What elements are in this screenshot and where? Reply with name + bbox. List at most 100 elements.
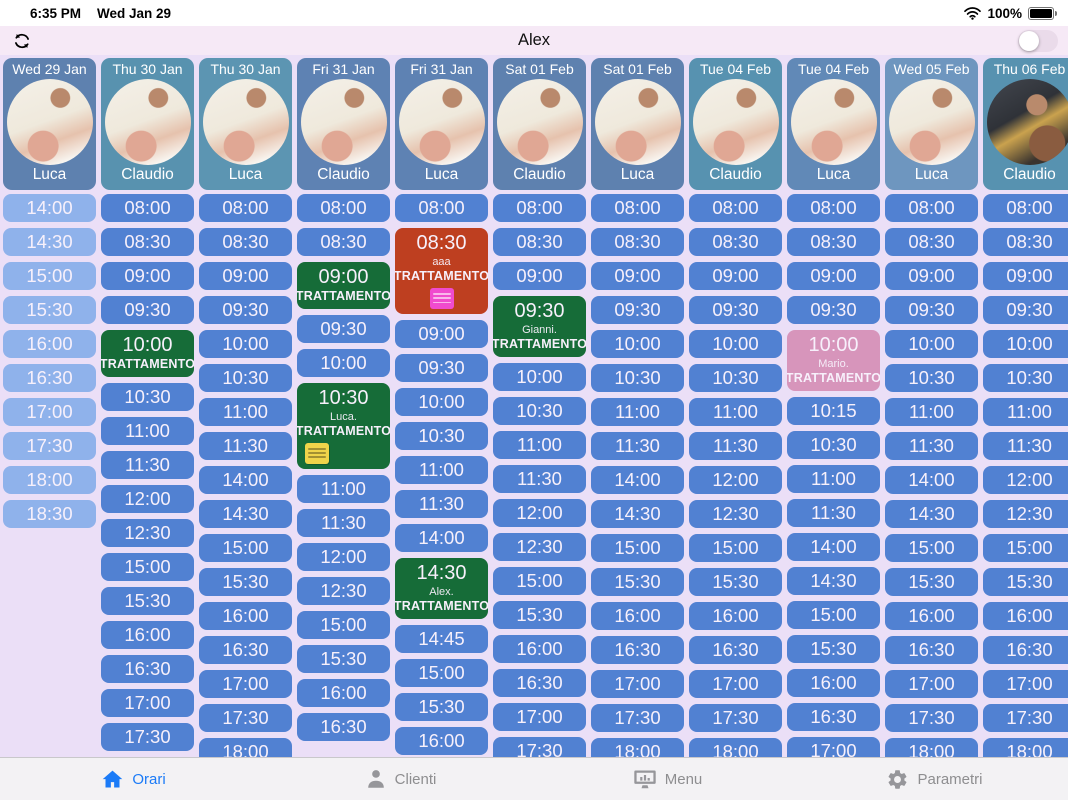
time-slot-button[interactable]: 09:30 — [395, 353, 488, 382]
time-slot-button[interactable]: 15:30 — [493, 600, 586, 629]
time-slot-button[interactable]: 09:00 — [199, 262, 292, 290]
time-slot-button[interactable]: 09:00 — [395, 319, 488, 348]
time-slot-button[interactable]: 09:00 — [885, 262, 978, 290]
refresh-button[interactable] — [10, 29, 34, 53]
time-slot-button[interactable]: 11:00 — [689, 398, 782, 426]
time-slot-button[interactable]: 14:00 — [395, 523, 488, 552]
time-slot-button[interactable]: 11:30 — [493, 464, 586, 493]
time-slot-button[interactable]: 16:00 — [983, 602, 1068, 630]
time-slot-button[interactable]: 15:00 — [983, 534, 1068, 562]
time-slot-button[interactable]: 11:00 — [885, 398, 978, 426]
time-slot-button[interactable]: 10:30 — [787, 430, 880, 459]
time-slot-button[interactable]: 11:00 — [199, 398, 292, 426]
time-slot-button[interactable]: 16:00 — [395, 726, 488, 755]
time-slot-button[interactable]: 18:00 — [199, 738, 292, 757]
time-slot-button[interactable]: 11:00 — [297, 474, 390, 503]
time-slot-button[interactable]: 08:30 — [297, 228, 390, 256]
time-slot-button[interactable]: 08:00 — [591, 194, 684, 222]
time-slot-button[interactable]: 15:30 — [885, 568, 978, 596]
time-slot-button[interactable]: 12:30 — [297, 576, 390, 605]
time-slot-button[interactable]: 17:30 — [199, 704, 292, 732]
time-slot-button[interactable]: 12:30 — [101, 518, 194, 547]
time-slot-button[interactable]: 15:30 — [591, 568, 684, 596]
tab-menu[interactable]: Menu — [534, 758, 801, 800]
time-slot-button[interactable]: 15:00 — [689, 534, 782, 562]
time-slot-button[interactable]: 09:30 — [199, 296, 292, 324]
time-slot-button[interactable]: 15:00 — [3, 262, 96, 290]
time-slot-button[interactable]: 08:00 — [689, 194, 782, 222]
time-slot-button[interactable]: 10:30 — [395, 421, 488, 450]
time-slot-button[interactable]: 08:00 — [297, 194, 390, 222]
time-slot-button[interactable]: 12:30 — [983, 500, 1068, 528]
time-slot-button[interactable]: 17:00 — [101, 688, 194, 717]
time-slot-button[interactable]: 18:00 — [983, 738, 1068, 757]
appointment-slot[interactable]: 14:30 Alex. TRATTAMENTO — [395, 557, 488, 619]
time-slot-button[interactable]: 14:30 — [199, 500, 292, 528]
time-slot-button[interactable]: 09:30 — [787, 296, 880, 324]
time-slot-button[interactable]: 08:00 — [493, 194, 586, 222]
time-slot-button[interactable]: 17:00 — [689, 670, 782, 698]
time-slot-button[interactable]: 10:00 — [689, 330, 782, 358]
time-slot-button[interactable]: 09:00 — [787, 262, 880, 290]
time-slot-button[interactable]: 17:00 — [787, 736, 880, 757]
time-slot-button[interactable]: 17:30 — [3, 432, 96, 460]
time-slot-button[interactable]: 16:00 — [199, 602, 292, 630]
appointment-slot[interactable]: 09:00 TRATTAMENTO — [297, 262, 390, 309]
time-slot-button[interactable]: 17:30 — [689, 704, 782, 732]
time-slot-button[interactable]: 10:30 — [689, 364, 782, 392]
time-slot-button[interactable]: 12:00 — [297, 542, 390, 571]
time-slot-button[interactable]: 10:30 — [885, 364, 978, 392]
time-slot-button[interactable]: 11:00 — [493, 430, 586, 459]
time-slot-button[interactable]: 09:30 — [591, 296, 684, 324]
time-slot-button[interactable]: 15:00 — [395, 658, 488, 687]
time-slot-button[interactable]: 16:00 — [591, 602, 684, 630]
time-slot-button[interactable]: 15:30 — [101, 586, 194, 615]
time-slot-button[interactable]: 09:30 — [983, 296, 1068, 324]
time-slot-button[interactable]: 15:30 — [787, 634, 880, 663]
time-slot-button[interactable]: 10:30 — [101, 382, 194, 411]
time-slot-button[interactable]: 12:30 — [493, 532, 586, 561]
time-slot-button[interactable]: 10:00 — [885, 330, 978, 358]
time-slot-button[interactable]: 08:30 — [101, 228, 194, 256]
time-slot-button[interactable]: 17:30 — [983, 704, 1068, 732]
time-slot-button[interactable]: 18:00 — [3, 466, 96, 494]
time-slot-button[interactable]: 09:00 — [493, 262, 586, 290]
time-slot-button[interactable]: 08:30 — [983, 228, 1068, 256]
time-slot-button[interactable]: 15:00 — [199, 534, 292, 562]
time-slot-button[interactable]: 15:30 — [689, 568, 782, 596]
time-slot-button[interactable]: 09:00 — [689, 262, 782, 290]
time-slot-button[interactable]: 10:30 — [983, 364, 1068, 392]
time-slot-button[interactable]: 09:30 — [885, 296, 978, 324]
time-slot-button[interactable]: 08:30 — [591, 228, 684, 256]
time-slot-button[interactable]: 11:00 — [101, 416, 194, 445]
time-slot-button[interactable]: 14:30 — [885, 500, 978, 528]
time-slot-button[interactable]: 08:00 — [983, 194, 1068, 222]
time-slot-button[interactable]: 14:00 — [591, 466, 684, 494]
time-slot-button[interactable]: 18:00 — [885, 738, 978, 757]
tab-clienti[interactable]: Clienti — [267, 758, 534, 800]
time-slot-button[interactable]: 12:00 — [101, 484, 194, 513]
time-slot-button[interactable]: 14:45 — [395, 624, 488, 653]
time-slot-button[interactable]: 10:00 — [983, 330, 1068, 358]
time-slot-button[interactable]: 08:00 — [101, 194, 194, 222]
time-slot-button[interactable]: 08:30 — [493, 228, 586, 256]
time-slot-button[interactable]: 10:30 — [493, 396, 586, 425]
time-slot-button[interactable]: 17:30 — [591, 704, 684, 732]
time-slot-button[interactable]: 17:00 — [885, 670, 978, 698]
time-slot-button[interactable]: 14:30 — [787, 566, 880, 595]
time-slot-button[interactable]: 11:30 — [885, 432, 978, 460]
time-slot-button[interactable]: 10:30 — [591, 364, 684, 392]
time-slot-button[interactable]: 16:30 — [297, 712, 390, 741]
time-slot-button[interactable]: 12:00 — [689, 466, 782, 494]
time-slot-button[interactable]: 08:00 — [787, 194, 880, 222]
time-slot-button[interactable]: 14:30 — [3, 228, 96, 256]
time-slot-button[interactable]: 09:30 — [689, 296, 782, 324]
time-slot-button[interactable]: 16:00 — [787, 668, 880, 697]
time-slot-button[interactable]: 09:00 — [983, 262, 1068, 290]
time-slot-button[interactable]: 11:30 — [395, 489, 488, 518]
time-slot-button[interactable]: 10:00 — [591, 330, 684, 358]
time-slot-button[interactable]: 17:00 — [493, 702, 586, 731]
time-slot-button[interactable]: 11:00 — [983, 398, 1068, 426]
time-slot-button[interactable]: 10:00 — [199, 330, 292, 358]
time-slot-button[interactable]: 16:30 — [493, 668, 586, 697]
